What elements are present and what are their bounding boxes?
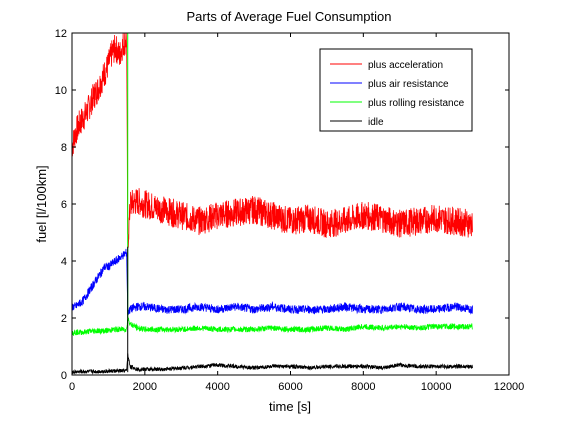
legend: plus acceleration plus air resistance plus… [319,48,473,132]
x-axis-label: time [s] [269,399,311,414]
legend-entry: plus acceleration [368,60,443,71]
y-tick-label: 0 [61,370,67,382]
y-tick-label: 6 [61,199,67,211]
y-axis-label: fuel [l/100km] [34,165,49,242]
x-tick-label: 2000 [133,381,157,393]
y-tick-label: 4 [61,256,67,268]
x-tick-label: 4000 [205,381,229,393]
x-tick-label: 6000 [278,381,302,393]
series-line-plus-rolling-resistance [72,317,473,337]
series-line-plus-air-resistance [72,248,473,315]
x-tick-label: 0 [69,381,75,393]
y-tick-label: 12 [55,28,67,40]
x-tick-label: 10000 [421,381,452,393]
legend-entry: plus rolling resistance [368,98,465,109]
x-tick-label: 12000 [494,381,525,393]
series-line-plus-acceleration [72,33,473,248]
x-tick-label: 8000 [351,381,375,393]
y-tick-label: 10 [55,85,67,97]
legend-entry: plus air resistance [368,79,449,90]
series-line-idle [72,353,473,375]
legend-entry: idle [368,117,384,128]
y-tick-label: 2 [61,313,67,325]
legend-box [319,48,473,132]
y-tick-label: 8 [61,142,67,154]
chart-title: Parts of Average Fuel Consumption [187,9,392,24]
